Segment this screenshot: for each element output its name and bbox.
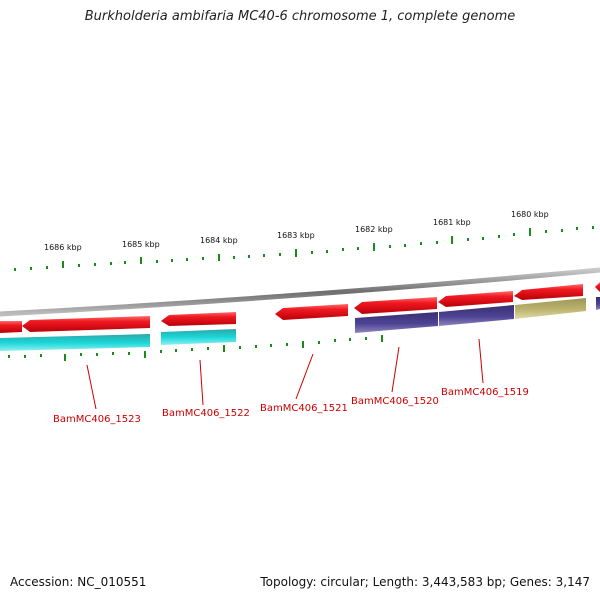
genome-summary: Topology: circular; Length: 3,443,583 bp… (260, 575, 590, 589)
scale-label: 1680 kbp (511, 210, 549, 219)
cog-block (515, 298, 586, 319)
cog-block (161, 329, 236, 345)
gene-track (0, 282, 600, 333)
leader-line (478, 338, 484, 384)
scale-label: 1681 kbp (433, 218, 471, 227)
map-title: Burkholderia ambifaria MC40-6 chromosome… (84, 9, 516, 24)
cog-track (0, 297, 600, 351)
cog-block (439, 305, 514, 326)
gene-label[interactable]: BamMC406_1519 (441, 387, 529, 398)
leader-line (199, 359, 204, 406)
gene-label[interactable]: BamMC406_1521 (260, 403, 348, 414)
cog-block (355, 312, 438, 333)
gene-label[interactable]: BamMC406_1522 (162, 408, 250, 419)
scale-label: 1686 kbp (44, 243, 82, 252)
accession-label: Accession: NC_010551 (10, 575, 147, 589)
gene-label[interactable]: BamMC406_1520 (351, 396, 439, 407)
scale-label: 1684 kbp (200, 236, 238, 245)
leader-line (295, 353, 314, 400)
gene-leaders (86, 338, 484, 410)
cog-block (0, 334, 150, 351)
gene-arrow[interactable] (595, 282, 600, 292)
gene-arrow[interactable] (0, 321, 22, 333)
scale-label: 1683 kbp (277, 231, 315, 240)
leader-line (86, 364, 97, 410)
chromosome-backbone (0, 267, 600, 317)
scale-labels: 1686 kbp 1685 kbp 1684 kbp 1683 kbp 1682… (44, 210, 549, 252)
scale-label: 1682 kbp (355, 225, 393, 234)
gene-labels: BamMC406_1523 BamMC406_1522 BamMC406_152… (53, 387, 529, 425)
cog-block (596, 297, 600, 310)
outer-scale-ticks (14, 226, 594, 271)
scale-label: 1685 kbp (122, 240, 160, 249)
leader-line (391, 346, 400, 393)
gene-label[interactable]: BamMC406_1523 (53, 414, 141, 425)
gene-arrow[interactable] (22, 316, 150, 332)
gene-arrow[interactable] (514, 284, 583, 300)
gene-arrow[interactable] (161, 312, 236, 326)
gene-arrow[interactable] (354, 297, 437, 314)
gene-arrow[interactable] (438, 291, 513, 307)
gene-arrow[interactable] (275, 304, 348, 320)
inner-scale-ticks (8, 335, 383, 361)
